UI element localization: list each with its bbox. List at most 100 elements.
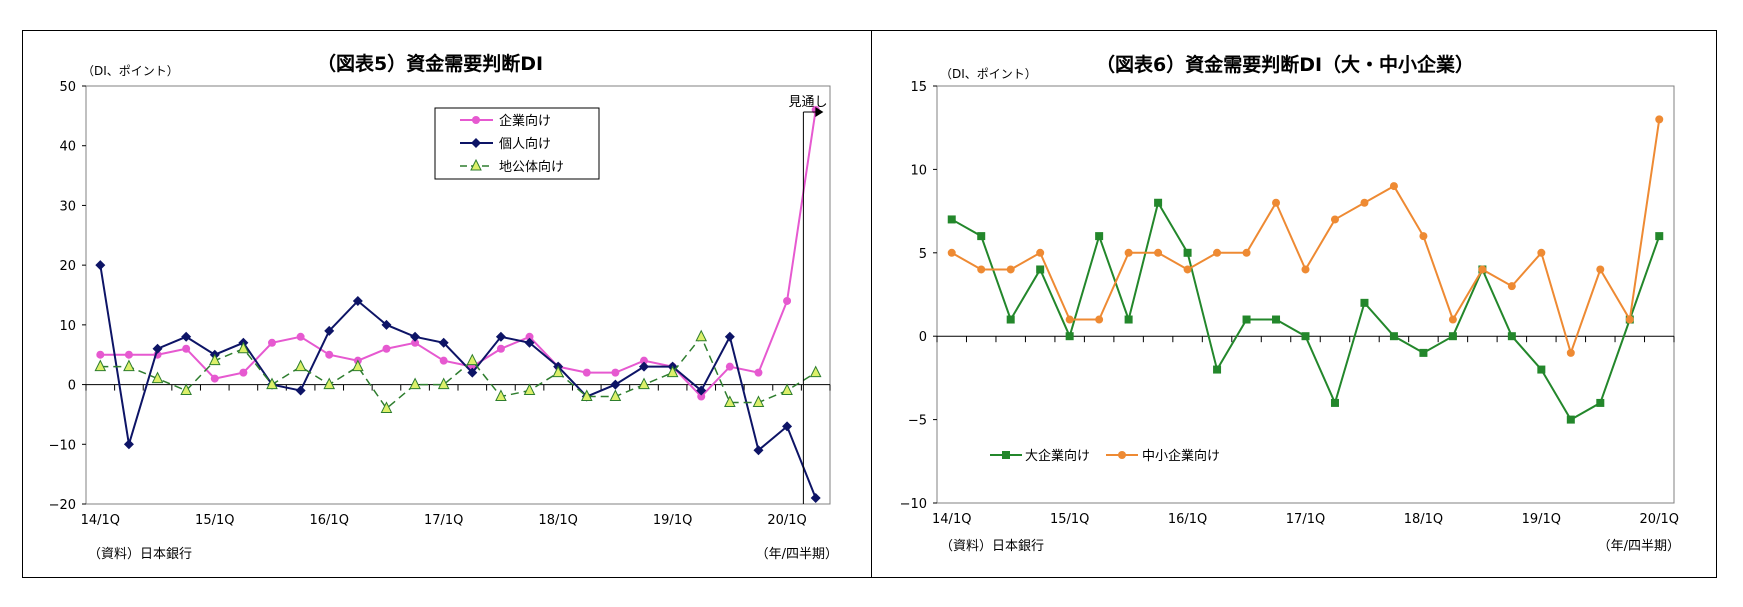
y-tick-label: −5 xyxy=(908,414,927,429)
data-point-1 xyxy=(524,337,535,348)
plot-area xyxy=(936,85,1675,504)
data-point-0 xyxy=(411,338,420,347)
data-point-1 xyxy=(1655,115,1664,124)
data-point-1 xyxy=(1036,248,1045,257)
data-point-1 xyxy=(1507,282,1516,291)
data-point-0 xyxy=(783,296,792,305)
data-point-1 xyxy=(977,265,986,274)
chart-title: （図表6）資金需要判断DI（大・中小企業） xyxy=(1096,53,1474,76)
data-point-0 xyxy=(1065,332,1074,341)
data-point-1 xyxy=(782,421,793,432)
data-point-2 xyxy=(409,377,421,390)
y-unit-label: （DI、ポイント） xyxy=(940,67,1037,81)
legend-marker-circle xyxy=(1118,451,1126,459)
data-point-1 xyxy=(753,445,764,456)
legend-marker-circle xyxy=(472,116,480,124)
data-point-2 xyxy=(809,365,822,378)
x-tick-label: 16/1Q xyxy=(1168,512,1207,527)
data-point-0 xyxy=(124,350,133,359)
data-point-2 xyxy=(266,377,278,390)
data-point-1 xyxy=(438,337,449,348)
source-label: （資料）日本銀行 xyxy=(88,547,192,562)
data-point-0 xyxy=(1507,332,1516,341)
data-point-1 xyxy=(1360,198,1369,207)
data-point-2 xyxy=(437,377,450,390)
figure-frame xyxy=(22,30,1717,578)
data-point-1 xyxy=(1419,232,1428,241)
data-point-0 xyxy=(1213,365,1222,374)
data-point-0 xyxy=(1242,315,1251,324)
data-point-0 xyxy=(496,344,505,353)
legend-label: 地公体向け xyxy=(499,159,564,175)
data-point-2 xyxy=(724,395,736,407)
y-tick-label: 0 xyxy=(919,330,927,345)
data-point-1 xyxy=(295,385,306,396)
data-point-1 xyxy=(467,367,478,378)
data-point-0 xyxy=(977,232,986,241)
series-line-1 xyxy=(951,119,1661,357)
data-point-1 xyxy=(1242,248,1251,257)
data-point-0 xyxy=(268,338,276,347)
data-point-1 xyxy=(495,331,506,342)
data-point-1 xyxy=(410,331,421,342)
source-label: （資料）日本銀行 xyxy=(940,539,1044,554)
x-tick-label: 19/1Q xyxy=(653,513,692,528)
y-unit-label: （DI、ポイント） xyxy=(82,64,179,78)
data-point-2 xyxy=(609,389,622,402)
data-point-2 xyxy=(580,389,593,402)
data-point-0 xyxy=(525,332,534,341)
data-point-0 xyxy=(96,350,105,359)
legend-item-0: 大企業向け xyxy=(990,448,1090,464)
data-point-1 xyxy=(1301,265,1310,274)
data-point-0 xyxy=(754,368,763,377)
data-point-2 xyxy=(94,359,107,372)
legend-marker-square xyxy=(1002,451,1010,459)
x-tick-label: 20/1Q xyxy=(1640,512,1679,527)
data-point-0 xyxy=(182,344,191,353)
legend: 大企業向け 中小企業向け xyxy=(990,448,1220,464)
series-line-1 xyxy=(99,264,817,499)
data-point-1 xyxy=(1537,248,1546,257)
data-point-0 xyxy=(1419,348,1428,357)
x-unit-label: （年/四半期） xyxy=(756,547,838,562)
data-point-0 xyxy=(325,350,334,359)
data-point-2 xyxy=(180,383,192,396)
chart-title: （図表5）資金需要判断DI xyxy=(317,52,543,75)
y-tick-label: −10 xyxy=(49,438,76,453)
data-point-1 xyxy=(324,325,335,336)
legend-label: 大企業向け xyxy=(1025,448,1090,464)
data-point-0 xyxy=(611,368,620,377)
data-point-1 xyxy=(1213,248,1222,257)
data-point-1 xyxy=(696,385,707,396)
legend-label: 個人向け xyxy=(499,136,551,152)
legend-item-0: 企業向け xyxy=(460,113,551,129)
data-point-0 xyxy=(1389,332,1398,341)
data-point-1 xyxy=(1389,182,1398,191)
data-point-1 xyxy=(152,343,163,354)
y-tick-label: 5 xyxy=(919,247,927,262)
y-tick-label: 50 xyxy=(59,80,76,95)
data-point-0 xyxy=(1124,315,1133,324)
data-point-0 xyxy=(1566,415,1575,424)
data-point-2 xyxy=(666,365,679,378)
data-point-1 xyxy=(381,319,392,330)
y-tick-label: 40 xyxy=(59,140,76,155)
data-point-1 xyxy=(1625,315,1634,324)
data-point-2 xyxy=(781,383,793,396)
data-point-0 xyxy=(1655,232,1664,241)
data-point-1 xyxy=(352,295,363,306)
data-point-1 xyxy=(181,331,192,342)
data-point-1 xyxy=(1006,265,1015,274)
data-point-0 xyxy=(1360,298,1369,307)
data-point-2 xyxy=(695,329,708,342)
data-point-0 xyxy=(1537,365,1546,374)
data-point-0 xyxy=(1095,232,1104,241)
data-point-2 xyxy=(323,377,336,390)
data-point-0 xyxy=(296,332,305,341)
data-point-0 xyxy=(1183,248,1192,257)
data-point-1 xyxy=(1124,248,1133,257)
legend-marker-triangle xyxy=(470,158,482,171)
data-point-0 xyxy=(439,356,448,365)
y-tick-label: −20 xyxy=(49,498,76,513)
